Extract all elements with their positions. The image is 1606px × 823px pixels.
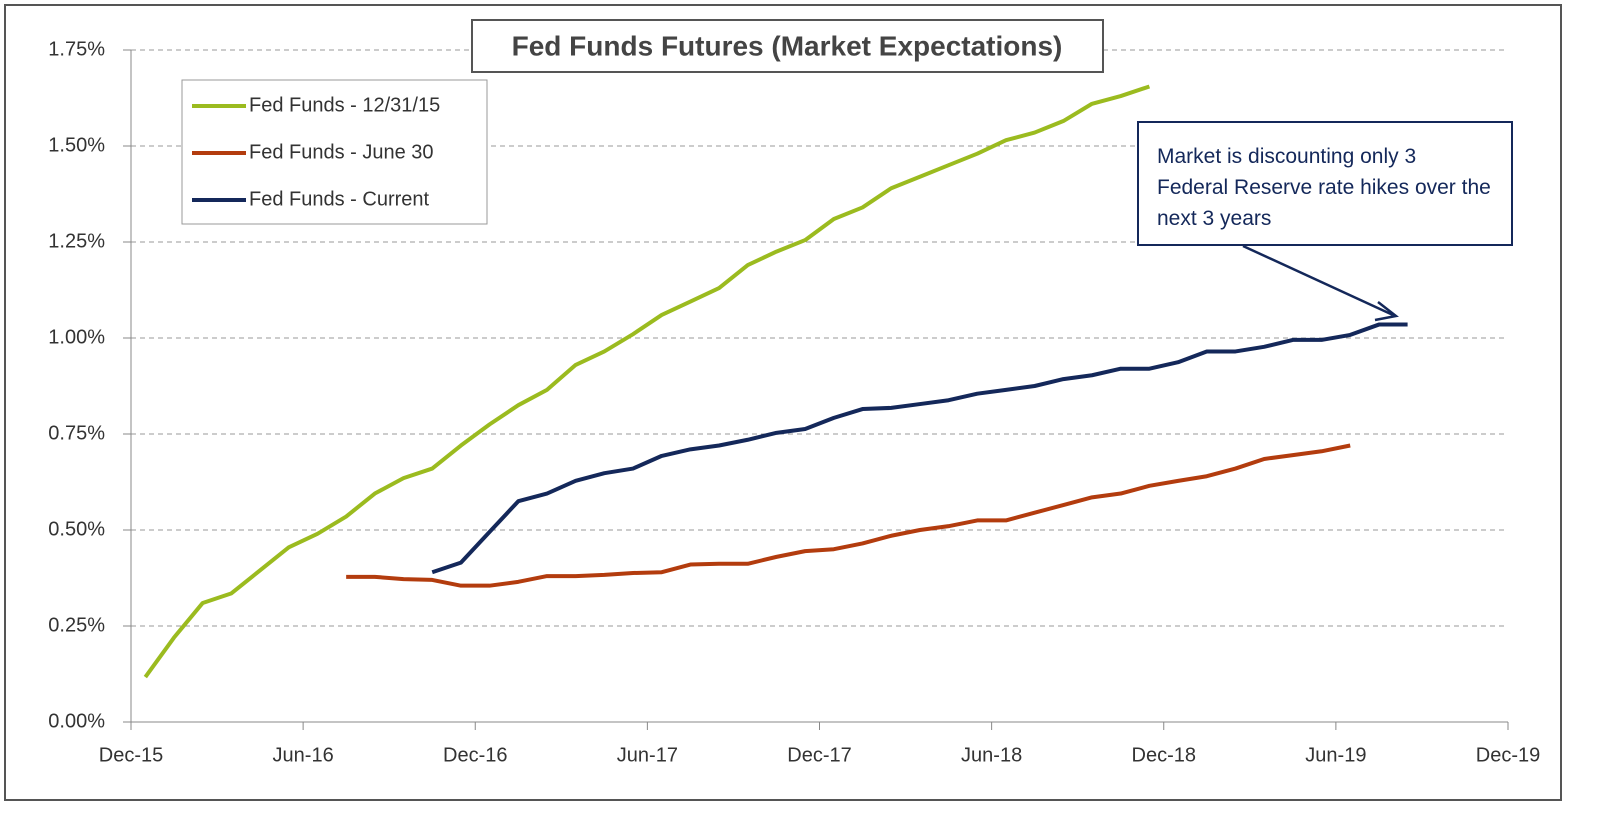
series-line	[431, 322, 1408, 575]
annotation: Market is discounting only 3 Federal Res…	[1137, 121, 1513, 246]
x-tick-label: Dec-19	[1476, 744, 1540, 766]
y-tick-label: 1.25%	[48, 230, 105, 252]
x-tick-label: Jun-17	[617, 744, 678, 766]
title-box	[471, 19, 1104, 73]
series-line	[143, 84, 1151, 679]
frame	[4, 4, 1562, 801]
x-tick-label: Dec-18	[1132, 744, 1196, 766]
y-tick-label: 0.25%	[48, 614, 105, 636]
y-tick-label: 1.75%	[48, 38, 105, 60]
x-tick-label: Dec-17	[787, 744, 851, 766]
legend-label: Fed Funds - June 30	[249, 141, 434, 163]
y-tick-label: 1.50%	[48, 134, 105, 156]
x-tick-label: Jun-16	[273, 744, 334, 766]
x-tick-label: Jun-19	[1305, 744, 1366, 766]
x-tick-label: Dec-15	[99, 744, 163, 766]
legend-label: Fed Funds - Current	[249, 188, 430, 210]
annotation-arrow	[1242, 244, 1394, 317]
legend-label: Fed Funds - 12/31/15	[249, 94, 440, 116]
series-line	[346, 443, 1351, 588]
y-tick-label: 0.00%	[48, 710, 105, 732]
y-tick-label: 0.75%	[48, 422, 105, 444]
chart-title: Fed Funds Futures (Market Expectations)	[512, 30, 1063, 61]
x-tick-label: Dec-16	[443, 744, 507, 766]
arrow-head	[1374, 301, 1399, 322]
y-tick-label: 0.50%	[48, 518, 105, 540]
y-tick-label: 1.00%	[48, 326, 105, 348]
legend: Fed Funds - 12/31/15 Fed Funds - June 30 F…	[192, 94, 440, 210]
x-tick-label: Jun-18	[961, 744, 1022, 766]
